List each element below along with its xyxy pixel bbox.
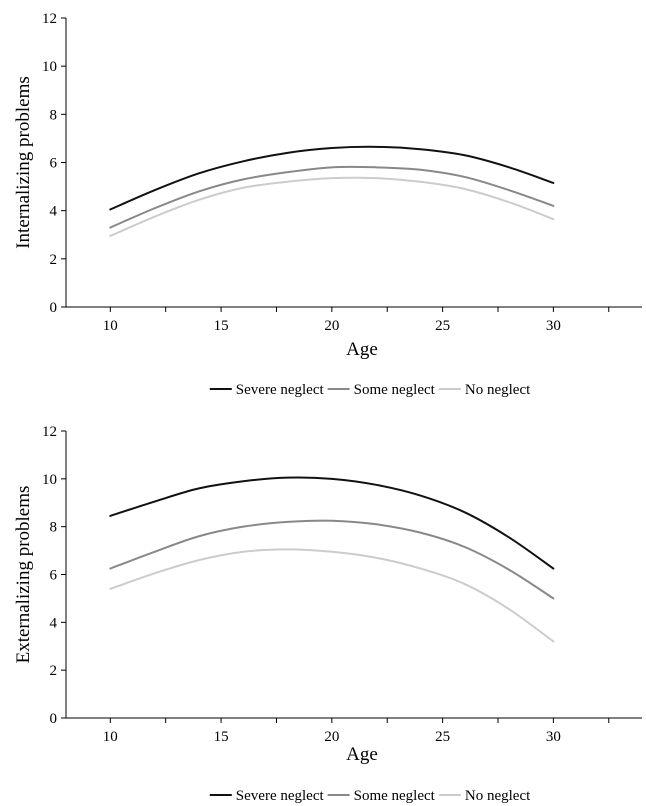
legend-label: No neglect bbox=[465, 382, 531, 398]
x-axis-title: Age bbox=[346, 744, 378, 765]
y-tick-label: 12 bbox=[42, 11, 57, 27]
y-tick-label: 4 bbox=[50, 615, 58, 631]
legend-label: Severe neglect bbox=[236, 382, 325, 398]
series-line-3 bbox=[109, 176, 555, 237]
x-tick-label: 20 bbox=[324, 318, 339, 334]
legend: Severe neglect Some neglect No neglect bbox=[209, 382, 531, 398]
x-tick-label: 15 bbox=[214, 318, 229, 334]
y-tick-label: 4 bbox=[50, 204, 58, 220]
series-line-2 bbox=[109, 519, 555, 600]
y-axis-title: Internalizing problems bbox=[13, 76, 34, 249]
legend-item: Severe neglect bbox=[209, 788, 325, 804]
legend-label: Some neglect bbox=[354, 382, 436, 398]
y-tick-label: 0 bbox=[50, 711, 58, 727]
y-tick-label: 10 bbox=[42, 472, 57, 488]
x-tick-label: 20 bbox=[324, 729, 339, 745]
legend-label: Severe neglect bbox=[236, 788, 325, 804]
x-tick-label: 30 bbox=[546, 729, 561, 745]
legend-item: No neglect bbox=[438, 382, 531, 398]
y-tick-label: 2 bbox=[50, 252, 58, 268]
y-tick-label: 2 bbox=[50, 663, 58, 679]
y-tick-label: 12 bbox=[42, 424, 57, 440]
legend-item: No neglect bbox=[438, 788, 531, 804]
legend-label: No neglect bbox=[465, 788, 531, 804]
x-tick-label: 15 bbox=[214, 729, 229, 745]
x-tick-label: 30 bbox=[546, 318, 561, 334]
x-tick-label: 10 bbox=[103, 729, 118, 745]
x-tick-label: 10 bbox=[103, 318, 118, 334]
y-axis-title: Externalizing problems bbox=[13, 486, 34, 664]
x-axis-title: Age bbox=[346, 339, 378, 360]
y-tick-label: 8 bbox=[50, 107, 58, 123]
y-tick-label: 8 bbox=[50, 520, 58, 536]
series-line-2 bbox=[109, 165, 555, 229]
x-tick-label: 25 bbox=[435, 729, 450, 745]
series-line-1 bbox=[109, 476, 555, 570]
legend-item: Severe neglect bbox=[209, 382, 325, 398]
x-tick-label: 25 bbox=[435, 318, 450, 334]
legend: Severe neglect Some neglect No neglect bbox=[209, 788, 531, 804]
series-line-3 bbox=[109, 548, 555, 643]
y-tick-label: 6 bbox=[50, 156, 58, 172]
legend-item: Some neglect bbox=[327, 382, 436, 398]
legend-label: Some neglect bbox=[354, 788, 436, 804]
legend-item: Some neglect bbox=[327, 788, 436, 804]
series-line-1 bbox=[109, 145, 555, 211]
chart-panel-2: 0 2 4 6 8 10 12 10 15 20 25 30 Age Externalizing prob… bbox=[13, 424, 642, 804]
y-tick-label: 0 bbox=[50, 300, 58, 316]
y-tick-label: 10 bbox=[42, 59, 57, 75]
chart-panel-1: 0 2 4 6 8 10 12 10 15 20 25 30 Age Internalizing prob… bbox=[13, 11, 642, 398]
y-tick-label: 6 bbox=[50, 568, 58, 584]
